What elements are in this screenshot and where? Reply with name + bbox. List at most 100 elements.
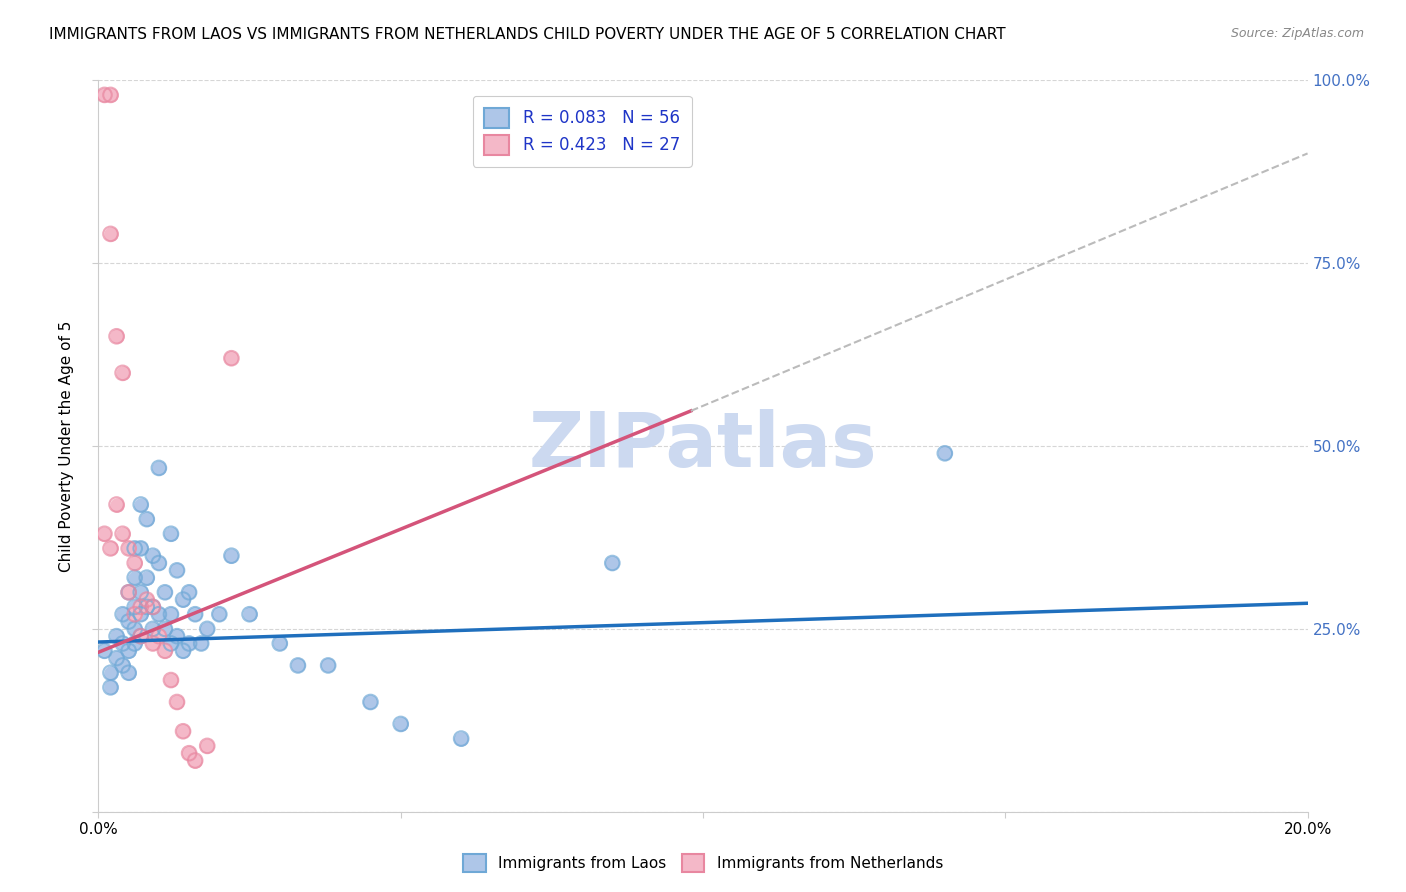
- Point: [153, 622, 176, 636]
- Point: [124, 541, 146, 556]
- Point: [184, 754, 207, 768]
- Point: [179, 636, 201, 650]
- Point: [93, 526, 115, 541]
- Point: [316, 658, 339, 673]
- Point: [124, 556, 146, 570]
- Point: [389, 717, 412, 731]
- Point: [111, 658, 134, 673]
- Point: [195, 739, 218, 753]
- Point: [148, 556, 170, 570]
- Point: [135, 571, 157, 585]
- Text: IMMIGRANTS FROM LAOS VS IMMIGRANTS FROM NETHERLANDS CHILD POVERTY UNDER THE AGE : IMMIGRANTS FROM LAOS VS IMMIGRANTS FROM …: [49, 27, 1005, 42]
- Point: [153, 585, 176, 599]
- Point: [148, 461, 170, 475]
- Point: [135, 512, 157, 526]
- Point: [208, 607, 231, 622]
- Point: [100, 87, 122, 102]
- Point: [129, 585, 152, 599]
- Point: [142, 636, 165, 650]
- Point: [100, 227, 122, 241]
- Point: [934, 446, 956, 460]
- Point: [135, 599, 157, 614]
- Point: [142, 599, 165, 614]
- Point: [111, 607, 134, 622]
- Text: ZIPatlas: ZIPatlas: [529, 409, 877, 483]
- Point: [124, 541, 146, 556]
- Point: [142, 622, 165, 636]
- Point: [129, 585, 152, 599]
- Point: [142, 599, 165, 614]
- Point: [221, 351, 243, 366]
- Point: [153, 644, 176, 658]
- Point: [124, 571, 146, 585]
- Point: [160, 526, 183, 541]
- Point: [129, 541, 152, 556]
- Point: [118, 585, 141, 599]
- Point: [135, 512, 157, 526]
- Point: [221, 549, 243, 563]
- Point: [100, 541, 122, 556]
- Point: [100, 227, 122, 241]
- Point: [118, 665, 141, 680]
- Point: [208, 607, 231, 622]
- Point: [111, 366, 134, 380]
- Legend: R = 0.083   N = 56, R = 0.423   N = 27: R = 0.083 N = 56, R = 0.423 N = 27: [472, 96, 692, 167]
- Point: [105, 329, 128, 343]
- Point: [160, 636, 183, 650]
- Point: [195, 622, 218, 636]
- Point: [118, 585, 141, 599]
- Point: [124, 636, 146, 650]
- Point: [269, 636, 291, 650]
- Point: [124, 556, 146, 570]
- Point: [105, 498, 128, 512]
- Point: [153, 644, 176, 658]
- Point: [124, 571, 146, 585]
- Point: [129, 498, 152, 512]
- Point: [118, 541, 141, 556]
- Point: [118, 585, 141, 599]
- Point: [93, 87, 115, 102]
- Point: [190, 636, 212, 650]
- Point: [148, 629, 170, 643]
- Point: [105, 329, 128, 343]
- Point: [166, 629, 188, 643]
- Point: [316, 658, 339, 673]
- Point: [124, 599, 146, 614]
- Point: [153, 585, 176, 599]
- Point: [129, 607, 152, 622]
- Point: [179, 636, 201, 650]
- Point: [142, 549, 165, 563]
- Point: [129, 629, 152, 643]
- Point: [124, 607, 146, 622]
- Point: [172, 592, 194, 607]
- Point: [105, 498, 128, 512]
- Point: [111, 636, 134, 650]
- Point: [148, 607, 170, 622]
- Point: [195, 739, 218, 753]
- Point: [111, 607, 134, 622]
- Point: [105, 651, 128, 665]
- Point: [195, 622, 218, 636]
- Point: [142, 599, 165, 614]
- Point: [160, 636, 183, 650]
- Point: [239, 607, 262, 622]
- Point: [118, 615, 141, 629]
- Point: [129, 599, 152, 614]
- Point: [360, 695, 382, 709]
- Point: [93, 526, 115, 541]
- Point: [129, 629, 152, 643]
- Point: [166, 629, 188, 643]
- Y-axis label: Child Poverty Under the Age of 5: Child Poverty Under the Age of 5: [59, 320, 75, 572]
- Point: [93, 644, 115, 658]
- Point: [93, 644, 115, 658]
- Point: [287, 658, 309, 673]
- Point: [160, 607, 183, 622]
- Point: [105, 651, 128, 665]
- Point: [142, 622, 165, 636]
- Point: [172, 644, 194, 658]
- Point: [111, 526, 134, 541]
- Point: [166, 695, 188, 709]
- Point: [118, 615, 141, 629]
- Point: [160, 607, 183, 622]
- Point: [166, 695, 188, 709]
